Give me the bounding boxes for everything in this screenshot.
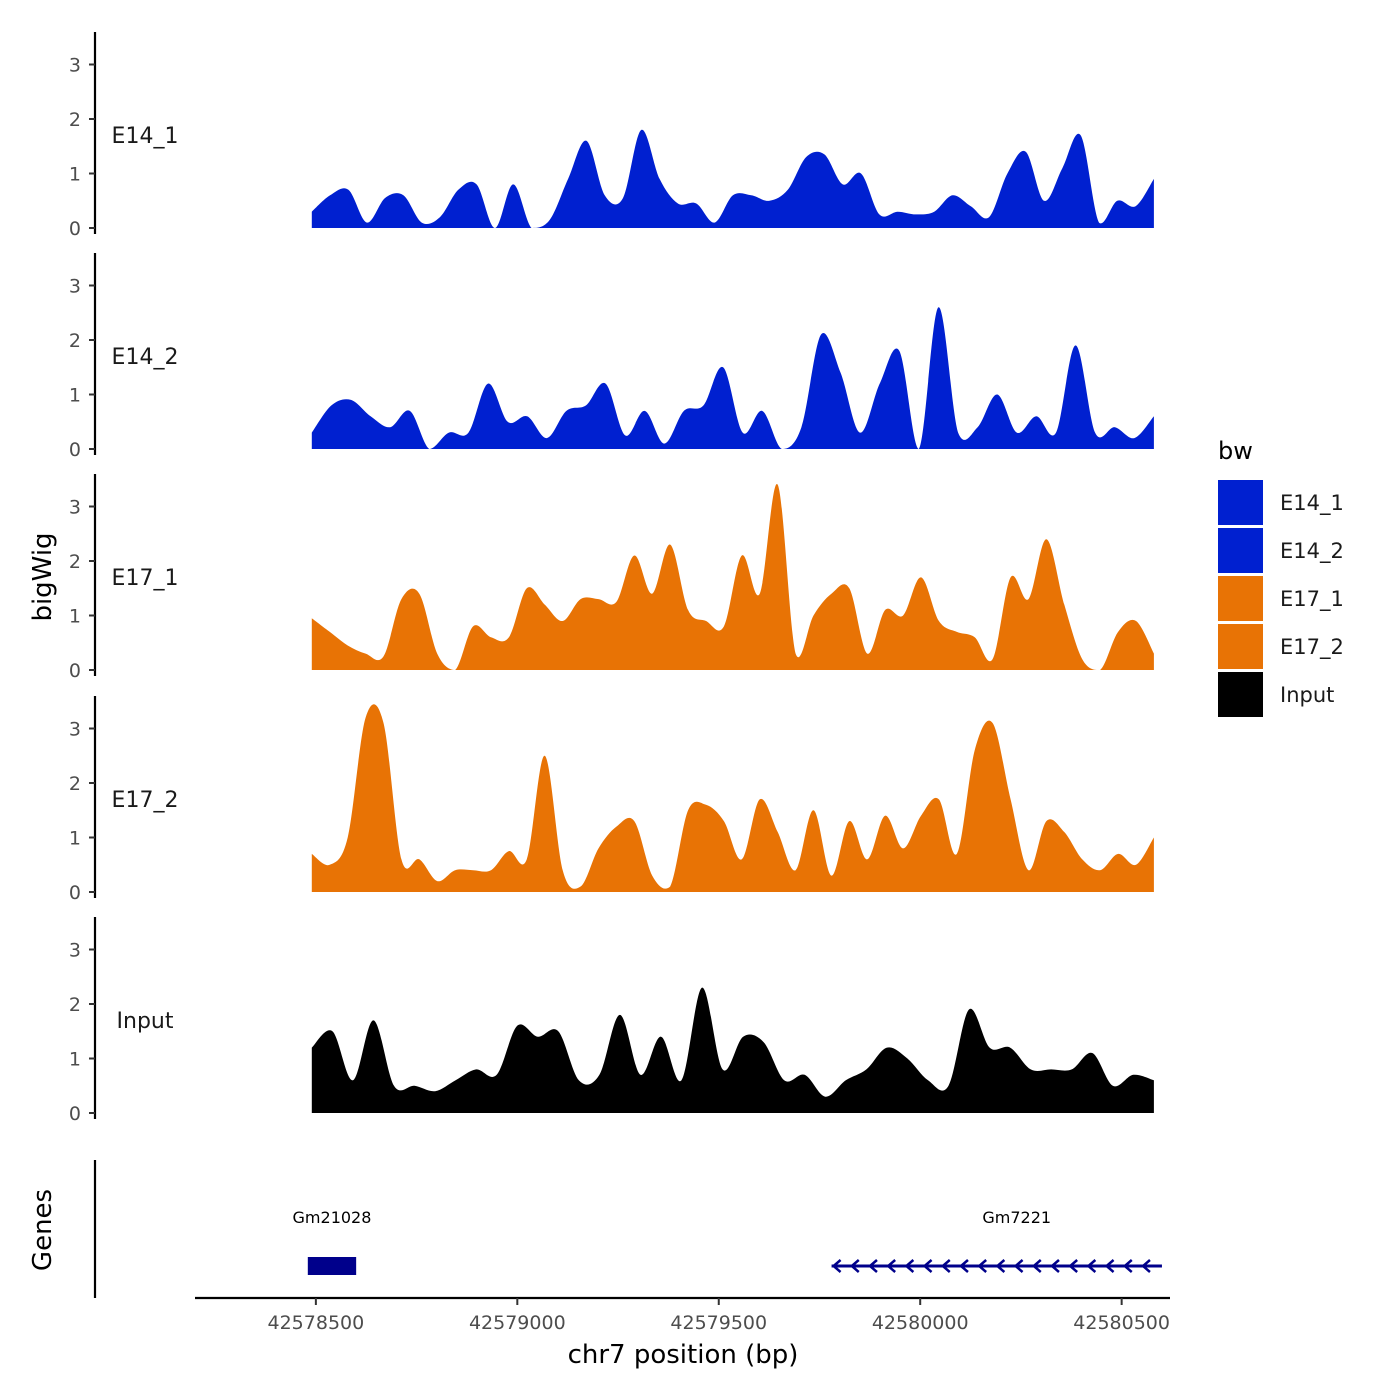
y-tick-label: 0 — [69, 218, 81, 240]
strand-arrow — [977, 1259, 987, 1273]
y-tick-label: 3 — [69, 276, 81, 298]
track-label: E14_2 — [112, 345, 179, 370]
track-area — [311, 987, 1154, 1113]
gene-gm21028: Gm21028 — [293, 1208, 372, 1275]
y-tick-label: 3 — [69, 719, 81, 741]
strand-arrow — [1141, 1259, 1151, 1273]
y-tick-label: 1 — [69, 164, 81, 186]
x-tick-label: 42580500 — [1073, 1312, 1170, 1334]
y-tick-label: 2 — [69, 109, 81, 131]
y-tick-label: 2 — [69, 330, 81, 352]
strand-arrow — [1086, 1259, 1097, 1273]
track-input: 0 1 2 3 Input — [69, 917, 1154, 1125]
legend-label: E14_2 — [1280, 539, 1344, 564]
strand-arrow — [922, 1259, 933, 1273]
gene-label: Gm21028 — [293, 1208, 372, 1227]
strand-arrow — [1068, 1259, 1078, 1273]
strand-arrow — [1122, 1259, 1133, 1273]
x-axis-title: chr7 position (bp) — [568, 1340, 799, 1370]
track-area — [311, 484, 1154, 670]
tracks-layer: 0 1 2 3 E14_1 0 1 2 3 E14_2 0 1 2 3 E17_1 0 1 2 3 E17_2 0 1 2 3… — [69, 32, 1154, 1125]
track-label: Input — [117, 1009, 174, 1034]
y-tick-label: 3 — [69, 497, 81, 519]
y-tick-label: 0 — [69, 439, 81, 461]
legend-label: E14_1 — [1280, 491, 1344, 516]
x-tick-label: 42580000 — [872, 1312, 969, 1334]
legend-swatch — [1218, 624, 1263, 669]
gene-exon — [307, 1257, 357, 1275]
y-axis-title: bigWig — [28, 532, 58, 621]
x-tick-label: 42579500 — [670, 1312, 767, 1334]
y-tick-label: 1 — [69, 1049, 81, 1071]
strand-arrow — [1050, 1259, 1060, 1273]
y-tick-label: 0 — [69, 1103, 81, 1125]
track-e17-2: 0 1 2 3 E17_2 — [69, 696, 1154, 904]
legend-title: bw — [1218, 437, 1253, 465]
strand-arrow — [1104, 1259, 1115, 1273]
strand-arrow — [1013, 1259, 1024, 1273]
track-e14-2: 0 1 2 3 E14_2 — [69, 253, 1154, 461]
legend-swatch — [1218, 672, 1263, 717]
track-area — [311, 704, 1154, 892]
strand-arrow — [849, 1259, 860, 1273]
legend-swatch — [1218, 480, 1263, 525]
strand-arrow — [868, 1259, 878, 1273]
x-axis: 42578500 42579000 42579500 42580000 42580500 — [195, 1296, 1170, 1334]
track-e14-1: 0 1 2 3 E14_1 — [69, 32, 1154, 240]
track-area — [311, 129, 1154, 228]
strand-arrow — [959, 1259, 969, 1273]
y-tick-label: 3 — [69, 55, 81, 77]
y-tick-label: 3 — [69, 940, 81, 962]
track-label: E14_1 — [112, 124, 179, 149]
x-tick-label: 42578500 — [268, 1312, 365, 1334]
track-label: E17_1 — [112, 566, 179, 591]
strand-arrow — [1031, 1259, 1042, 1273]
legend: bw E14_1 E14_2 E17_1 E17_2 Input — [1218, 437, 1344, 717]
y-tick-label: 0 — [69, 660, 81, 682]
strand-arrow — [904, 1259, 915, 1273]
y-tick-label: 1 — [69, 385, 81, 407]
legend-swatch — [1218, 576, 1263, 621]
legend-swatch — [1218, 528, 1263, 573]
strand-arrow — [995, 1259, 1006, 1273]
y-tick-label: 0 — [69, 882, 81, 904]
strand-arrow — [940, 1259, 951, 1273]
genes-axis-title: Genes — [28, 1189, 58, 1271]
gene-gm7221: Gm7221 — [831, 1208, 1162, 1273]
legend-label: E17_1 — [1280, 587, 1344, 612]
genes-layer: Gm21028 Gm7221 — [93, 1160, 1162, 1298]
y-tick-label: 1 — [69, 828, 81, 850]
x-tick-label: 42579000 — [469, 1312, 566, 1334]
track-label: E17_2 — [112, 788, 179, 813]
y-tick-label: 2 — [69, 551, 81, 573]
legend-label: Input — [1280, 683, 1334, 707]
legend-label: E17_2 — [1280, 635, 1344, 660]
y-tick-label: 1 — [69, 606, 81, 628]
track-area — [311, 307, 1154, 449]
track-e17-1: 0 1 2 3 E17_1 — [69, 474, 1154, 682]
strand-arrow — [886, 1259, 896, 1273]
y-tick-label: 2 — [69, 773, 81, 795]
strand-arrow — [831, 1259, 842, 1273]
gene-label: Gm7221 — [982, 1208, 1051, 1227]
y-tick-label: 2 — [69, 994, 81, 1016]
